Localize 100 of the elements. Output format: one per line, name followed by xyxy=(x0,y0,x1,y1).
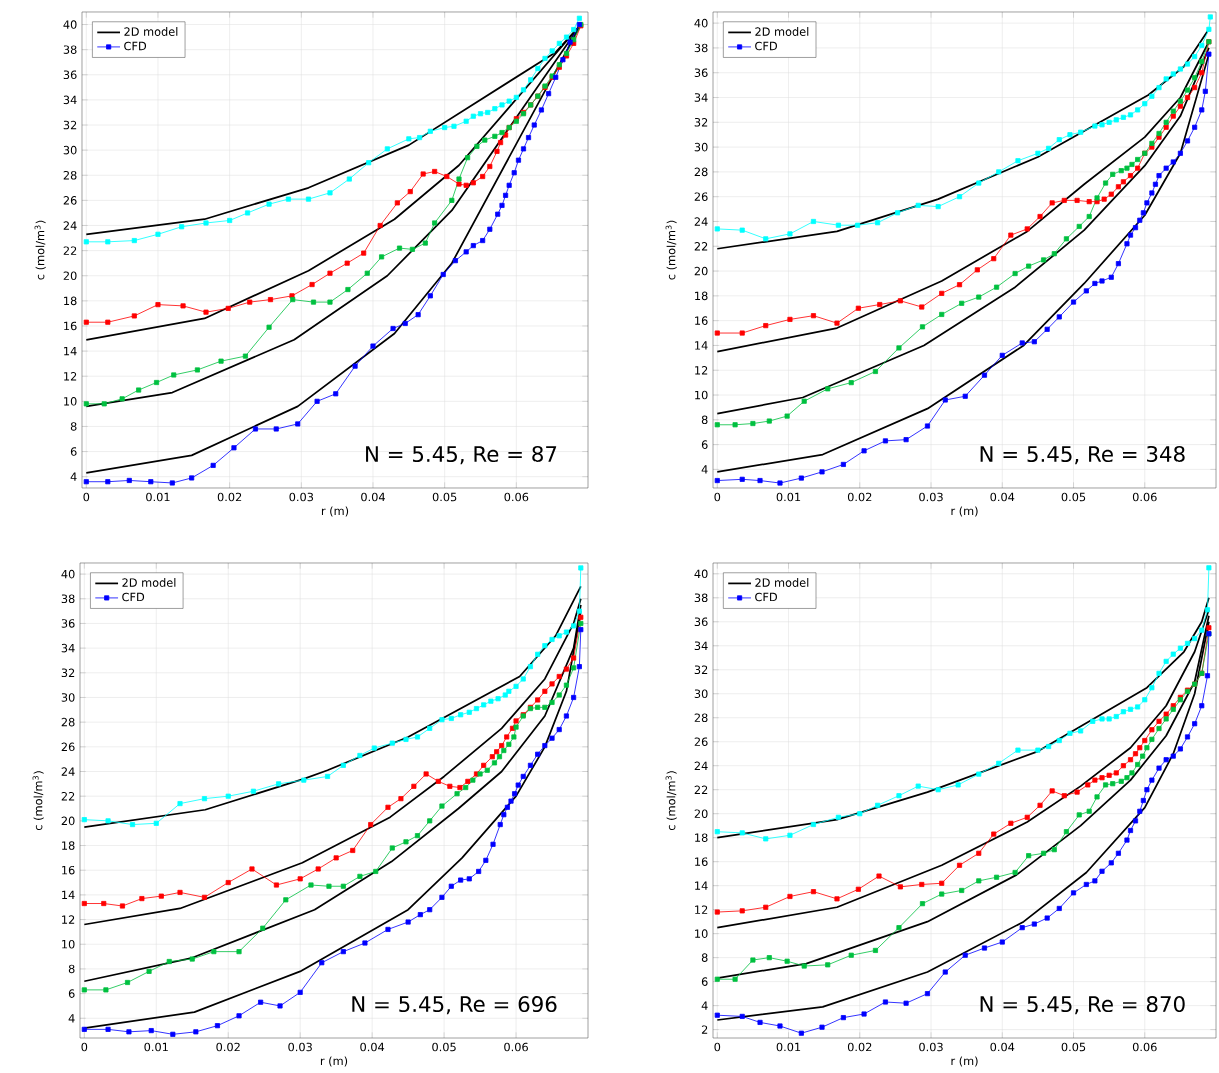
y-tick-label: 12 xyxy=(62,915,75,924)
y-tick-label: 38 xyxy=(61,594,75,604)
y-tick-label: 36 xyxy=(694,68,708,78)
y-tick-label: 10 xyxy=(695,390,708,400)
x-tick-label: 0.02 xyxy=(847,1042,872,1052)
y-tick-label: 16 xyxy=(62,865,75,875)
legend-label: CFD xyxy=(124,41,147,51)
y-tick-label: 6 xyxy=(701,977,708,986)
x-tick-label: 0 xyxy=(714,1042,721,1052)
y-tick-label: 14 xyxy=(695,341,708,350)
legend-label: 2D model xyxy=(122,578,176,587)
x-tick-label: 0.06 xyxy=(1132,1042,1157,1052)
x-tick-label: 0.06 xyxy=(1132,492,1157,502)
y-tick-label: 32 xyxy=(694,118,708,127)
y-tick-label: 20 xyxy=(63,271,77,281)
y-tick-label: 14 xyxy=(695,881,708,890)
annotation: N = 5.45, Re = 696 xyxy=(352,995,557,1015)
y-tick-label: 32 xyxy=(61,668,75,678)
y-tick-label: 28 xyxy=(63,170,77,180)
y-tick-label: 38 xyxy=(694,593,708,603)
x-tick-label: 0.05 xyxy=(1061,1042,1086,1052)
y-tick-label: 38 xyxy=(63,45,77,54)
y-tick-label: 24 xyxy=(694,761,708,770)
y-axis-title: c (mol/m$^{3}$) xyxy=(34,220,46,280)
y-tick-label: 6 xyxy=(701,440,708,449)
x-tick-label: 0 xyxy=(714,492,721,502)
y-tick-label: 10 xyxy=(695,929,708,938)
y-tick-label: 20 xyxy=(61,816,75,826)
legend-label: CFD xyxy=(755,41,777,51)
x-tick-label: 0 xyxy=(81,1042,88,1052)
y-tick-label: 8 xyxy=(70,422,77,431)
y-axis-title: c (mol/m$^{3}$) xyxy=(665,771,677,831)
y-tick-label: 36 xyxy=(61,619,75,628)
y-tick-label: 28 xyxy=(61,717,75,727)
y-tick-label: 16 xyxy=(64,321,77,331)
y-tick-label: 4 xyxy=(701,1001,708,1010)
y-tick-label: 12 xyxy=(695,366,708,375)
y-tick-label: 18 xyxy=(695,291,708,301)
x-tick-label: 0 xyxy=(83,492,90,502)
x-tick-label: 0.01 xyxy=(776,1042,801,1052)
y-tick-label: 2 xyxy=(701,1025,708,1034)
y-tick-label: 6 xyxy=(68,989,75,998)
y-tick-label: 30 xyxy=(694,689,708,699)
y-tick-label: 28 xyxy=(694,167,708,177)
x-axis-title: r (m) xyxy=(320,1056,348,1067)
y-tick-label: 40 xyxy=(61,569,75,579)
y-tick-label: 40 xyxy=(63,20,77,29)
y-tick-label: 32 xyxy=(694,665,708,675)
y-tick-label: 40 xyxy=(694,18,708,28)
y-tick-label: 8 xyxy=(701,953,708,962)
y-tick-label: 30 xyxy=(61,693,75,702)
y-tick-label: 34 xyxy=(694,641,708,651)
x-tick-label: 0.02 xyxy=(847,492,872,502)
x-tick-label: 0.04 xyxy=(361,492,385,502)
legend-label: 2D model xyxy=(755,27,809,36)
y-tick-label: 16 xyxy=(695,316,708,325)
legend-label: 2D model xyxy=(755,578,809,587)
y-tick-label: 14 xyxy=(64,346,77,356)
y-tick-label: 40 xyxy=(694,569,708,579)
y-tick-label: 26 xyxy=(63,196,77,205)
x-axis-title: r (m) xyxy=(951,506,978,517)
annotation: N = 5.45, Re = 348 xyxy=(980,445,1185,465)
y-tick-label: 10 xyxy=(62,939,75,949)
legend-label: CFD xyxy=(755,592,777,602)
y-tick-label: 34 xyxy=(61,643,75,653)
y-tick-label: 22 xyxy=(61,791,75,801)
legend-label: CFD xyxy=(122,592,145,602)
y-tick-label: 22 xyxy=(63,246,77,255)
y-tick-label: 10 xyxy=(64,397,77,406)
y-axis-title: c (mol/m$^{3}$) xyxy=(32,771,44,831)
x-axis-title: r (m) xyxy=(951,1056,978,1067)
y-tick-label: 8 xyxy=(701,415,708,425)
y-tick-label: 16 xyxy=(695,857,708,866)
y-tick-label: 26 xyxy=(694,737,708,747)
y-tick-label: 12 xyxy=(695,905,708,914)
y-tick-label: 24 xyxy=(694,217,708,226)
y-tick-label: 8 xyxy=(68,964,75,974)
y-tick-label: 24 xyxy=(63,221,77,230)
y-tick-label: 22 xyxy=(694,785,708,794)
y-tick-label: 26 xyxy=(694,192,708,201)
x-tick-label: 0.01 xyxy=(146,492,170,502)
x-tick-label: 0.06 xyxy=(504,1042,528,1052)
y-tick-label: 24 xyxy=(61,767,75,776)
legend-label: 2D model xyxy=(124,27,178,36)
x-tick-label: 0.03 xyxy=(288,1042,312,1052)
y-tick-label: 28 xyxy=(694,713,708,723)
x-tick-label: 0.02 xyxy=(217,492,242,502)
y-tick-label: 18 xyxy=(695,833,708,842)
x-tick-label: 0.01 xyxy=(144,1042,168,1052)
y-tick-label: 20 xyxy=(694,809,708,818)
x-tick-label: 0.03 xyxy=(919,1042,943,1052)
y-tick-label: 36 xyxy=(694,617,708,627)
annotation: N = 5.45, Re = 870 xyxy=(980,995,1185,1015)
x-tick-label: 0.05 xyxy=(432,492,457,502)
y-tick-label: 4 xyxy=(701,465,708,474)
y-tick-label: 30 xyxy=(694,142,708,152)
y-tick-label: 36 xyxy=(63,70,77,80)
y-tick-label: 20 xyxy=(694,266,708,276)
y-tick-label: 4 xyxy=(68,1014,75,1023)
y-tick-label: 34 xyxy=(694,93,708,102)
